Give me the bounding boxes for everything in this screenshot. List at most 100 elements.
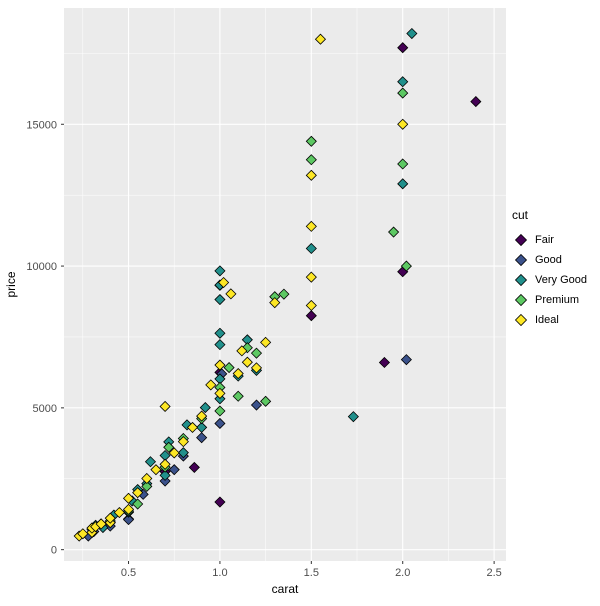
gridlines — [64, 8, 506, 561]
scatter-point — [132, 487, 144, 499]
legend-diamond-icon — [512, 291, 530, 309]
scatter-point — [278, 288, 290, 300]
scatter-point — [225, 288, 237, 300]
scatter-point — [232, 367, 244, 380]
scatter-point — [250, 362, 263, 374]
scatter-point — [168, 464, 180, 476]
x-tick-label: 2.0 — [395, 567, 410, 579]
scatter-point — [305, 310, 317, 322]
scatter-point — [95, 518, 107, 530]
scatter-point — [397, 87, 409, 99]
scatter-point — [397, 158, 409, 170]
legend-item-label: Very Good — [535, 274, 587, 286]
x-axis-title: carat — [272, 582, 299, 596]
scatter-point — [214, 359, 226, 371]
scatter-point — [305, 299, 317, 312]
scatter-point — [305, 169, 317, 181]
scatter-point — [232, 390, 244, 402]
scatter-point — [150, 464, 162, 476]
scatter-point — [177, 436, 189, 448]
legend-items: Fair Good Very Good Premium Ideal — [512, 230, 598, 330]
scatter-point — [388, 226, 400, 238]
scatter-point — [260, 395, 272, 407]
scatter-point — [406, 27, 418, 40]
scatter-point — [236, 345, 248, 357]
scatter-point — [122, 503, 135, 515]
scatter-point — [400, 354, 412, 366]
legend-item-label: Fair — [535, 234, 554, 246]
legend: cut Fair Good Very Good Premium Ideal — [512, 208, 598, 330]
legend-item: Premium — [512, 290, 598, 310]
scatter-point — [163, 441, 175, 453]
scatter-point — [196, 421, 208, 433]
axis-tick-labels: 0.5 1.0 1.5 2.0 2.5 0 5000 10000 15000 — [26, 119, 501, 579]
scatter-point — [214, 293, 226, 306]
scatter-point — [159, 458, 171, 470]
scatter-point — [122, 514, 135, 526]
scatter-point — [214, 339, 226, 351]
y-tick-label: 15000 — [26, 119, 57, 131]
legend-diamond-icon — [512, 231, 530, 249]
scatter-point — [305, 220, 317, 232]
scatter-point — [141, 472, 153, 485]
axis-ticks — [61, 123, 495, 564]
y-tick-label: 0 — [51, 545, 57, 557]
scatter-point — [144, 456, 157, 468]
y-tick-label: 5000 — [33, 403, 57, 415]
scatter-point — [168, 447, 180, 459]
scatter-point — [77, 528, 89, 540]
x-tick-label: 0.5 — [121, 567, 136, 579]
scatter-point — [397, 76, 409, 88]
legend-item-label: Good — [535, 254, 562, 266]
scatter-point — [269, 297, 281, 309]
y-axis-title: price — [4, 271, 18, 297]
scatter-point — [214, 265, 226, 277]
scatter-point — [159, 400, 171, 413]
scatter-point — [205, 379, 217, 391]
scatter-point — [113, 506, 125, 519]
data-points — [73, 27, 482, 542]
scatter-point — [397, 42, 409, 54]
scatter-point — [250, 347, 263, 359]
scatter-point — [241, 342, 253, 354]
scatter-point — [305, 242, 317, 255]
scatter-point — [223, 362, 235, 374]
scatter-point — [241, 356, 253, 368]
y-tick-label: 10000 — [26, 261, 57, 273]
legend-item-label: Ideal — [535, 314, 559, 326]
scatter-point — [260, 336, 272, 348]
legend-item: Ideal — [512, 310, 598, 330]
scatter-point — [218, 276, 230, 289]
scatter-point — [305, 154, 317, 166]
legend-diamond-icon — [512, 251, 530, 269]
legend-diamond-icon — [512, 311, 530, 329]
scatter-point — [159, 475, 171, 487]
legend-item: Good — [512, 250, 598, 270]
x-tick-label: 2.5 — [486, 567, 501, 579]
scatter-point — [214, 327, 226, 339]
scatter-point — [196, 432, 208, 444]
scatter-point — [347, 411, 359, 423]
scatter-point — [177, 447, 189, 459]
x-tick-label: 1.0 — [212, 567, 227, 579]
scatter-point — [214, 405, 226, 417]
plot-panel — [64, 8, 506, 561]
scatter-point — [397, 178, 409, 190]
scatter-point — [188, 461, 200, 473]
legend-item-label: Premium — [535, 294, 580, 306]
legend-title: cut — [512, 208, 529, 222]
scatter-point — [250, 399, 263, 411]
scatter-point — [214, 496, 226, 508]
scatter-point — [378, 356, 391, 369]
scatter-point — [199, 402, 211, 414]
scatter-point — [214, 387, 226, 399]
scatter-point — [214, 417, 226, 430]
scatter-point — [186, 421, 199, 433]
scatter-point — [104, 512, 116, 524]
legend-diamond-icon — [512, 271, 530, 289]
scatter-point — [305, 135, 317, 147]
scatter-point — [141, 480, 153, 492]
scatter-point — [470, 96, 482, 108]
